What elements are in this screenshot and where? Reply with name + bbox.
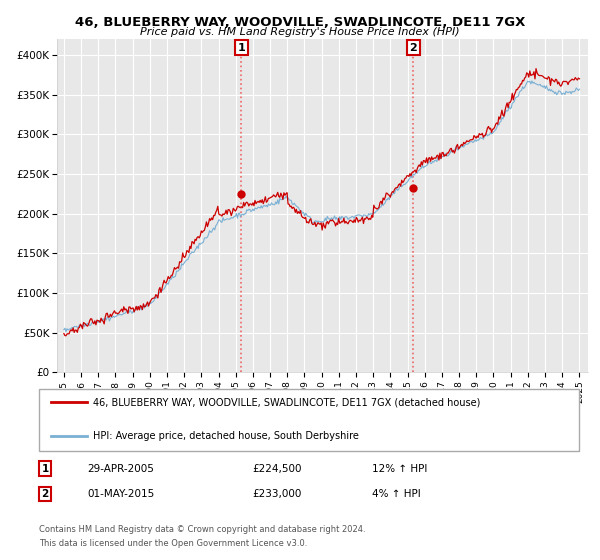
Text: 1: 1 (238, 43, 245, 53)
Text: £233,000: £233,000 (252, 489, 301, 499)
Text: 2: 2 (409, 43, 417, 53)
Text: 29-APR-2005: 29-APR-2005 (87, 464, 154, 474)
Text: 46, BLUEBERRY WAY, WOODVILLE, SWADLINCOTE, DE11 7GX (detached house): 46, BLUEBERRY WAY, WOODVILLE, SWADLINCOT… (93, 397, 481, 407)
Text: 4% ↑ HPI: 4% ↑ HPI (372, 489, 421, 499)
Text: HPI: Average price, detached house, South Derbyshire: HPI: Average price, detached house, Sout… (93, 431, 359, 441)
Text: £224,500: £224,500 (252, 464, 302, 474)
Text: 1: 1 (41, 464, 49, 474)
Text: Price paid vs. HM Land Registry's House Price Index (HPI): Price paid vs. HM Land Registry's House … (140, 27, 460, 37)
Text: This data is licensed under the Open Government Licence v3.0.: This data is licensed under the Open Gov… (39, 539, 307, 548)
Text: 01-MAY-2015: 01-MAY-2015 (87, 489, 154, 499)
Text: 12% ↑ HPI: 12% ↑ HPI (372, 464, 427, 474)
Text: 2: 2 (41, 489, 49, 499)
Text: 46, BLUEBERRY WAY, WOODVILLE, SWADLINCOTE, DE11 7GX: 46, BLUEBERRY WAY, WOODVILLE, SWADLINCOT… (75, 16, 525, 29)
Text: Contains HM Land Registry data © Crown copyright and database right 2024.: Contains HM Land Registry data © Crown c… (39, 525, 365, 534)
